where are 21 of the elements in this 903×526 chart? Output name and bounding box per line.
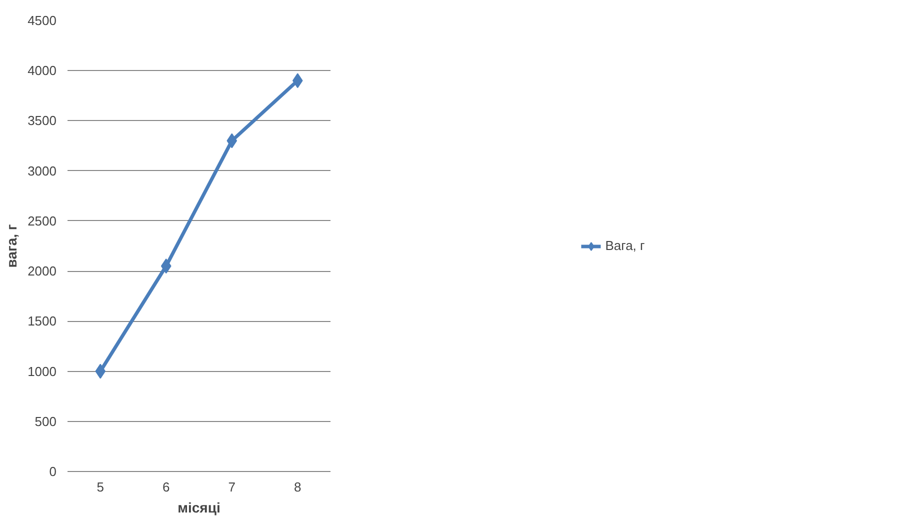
y-tick-label: 3000 (28, 163, 56, 178)
y-axis-title: вага, г (4, 224, 20, 268)
point (160, 258, 172, 274)
y-tick-label: 1000 (28, 364, 56, 379)
y-tick-label: 3500 (28, 113, 56, 128)
y-tick-label: 0 (49, 464, 57, 479)
y-tick-label: 4000 (28, 63, 56, 78)
y-tick-label: 500 (34, 414, 57, 429)
x-tick-label: 6 (162, 480, 170, 494)
legend-label: Вага, г (605, 238, 645, 253)
point (226, 133, 238, 148)
x-tick-label: 5 (96, 480, 104, 494)
y-tick-label: 4500 (28, 13, 56, 28)
y-tick-label: 2500 (28, 213, 56, 228)
y-tick-label: 1500 (28, 314, 56, 329)
x-tick-label: 7 (228, 480, 236, 494)
x-axis-title: місяці (178, 500, 220, 516)
y-tick-label: 2000 (28, 264, 56, 279)
point (292, 73, 303, 88)
x-tick-label: 8 (294, 480, 302, 494)
point (95, 364, 106, 379)
